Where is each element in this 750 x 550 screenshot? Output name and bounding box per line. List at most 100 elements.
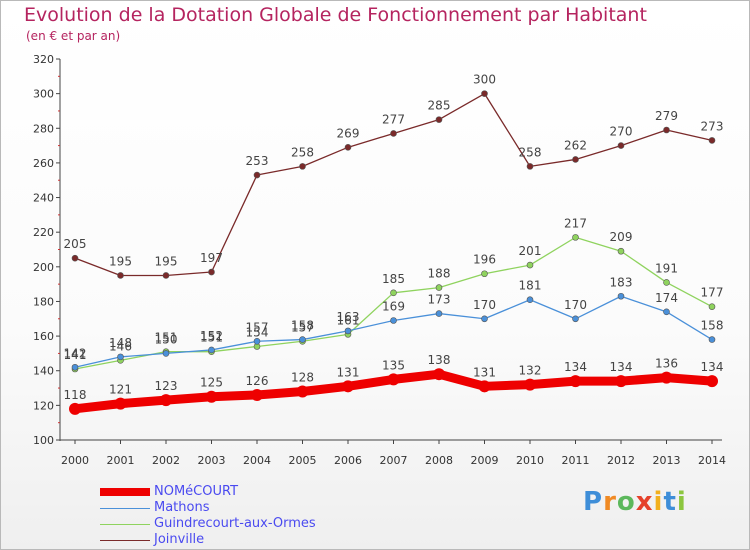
data-label-3: 300: [473, 73, 496, 87]
data-label-1: 150: [155, 332, 178, 346]
data-point-3: [390, 130, 397, 137]
data-point-0: [296, 385, 309, 398]
data-point-0: [251, 388, 263, 401]
data-point-0: [69, 402, 81, 415]
data-point-1: [435, 310, 443, 317]
x-tick-label: 2012: [607, 454, 635, 467]
legend-label-mathons: Mathons: [154, 500, 210, 515]
data-label-1: 169: [382, 300, 405, 314]
y-tick-label: 180: [33, 295, 54, 308]
x-tick-label: 2008: [425, 454, 453, 467]
data-label-2: 191: [655, 261, 678, 275]
data-point-0: [387, 373, 400, 386]
data-label-3: 269: [337, 126, 360, 140]
data-label-0: 118: [64, 388, 87, 402]
x-tick-label: 2011: [562, 454, 590, 467]
data-label-1: 163: [337, 310, 360, 324]
data-point-0: [478, 380, 491, 393]
data-point-1: [71, 363, 79, 371]
data-label-0: 123: [155, 379, 178, 393]
data-label-1: 181: [519, 279, 542, 293]
x-tick-label: 2006: [334, 454, 362, 467]
data-point-0: [433, 368, 445, 381]
data-label-1: 158: [291, 319, 314, 333]
data-label-0: 138: [428, 353, 451, 367]
data-point-2: [663, 279, 670, 286]
data-point-3: [71, 254, 79, 262]
legend-label-joinville: Joinville: [154, 532, 205, 547]
data-label-0: 132: [519, 364, 542, 378]
legend-item-joinville: Joinville: [98, 532, 418, 548]
y-tick-label: 320: [33, 53, 54, 66]
data-label-3: 270: [610, 125, 633, 139]
data-point-0: [660, 371, 673, 384]
data-point-1: [208, 346, 215, 354]
chart-subtitle: (en € et par an): [26, 29, 121, 43]
data-point-1: [299, 336, 306, 343]
data-label-2: 161: [337, 313, 360, 327]
y-tick-label: 300: [33, 88, 54, 101]
data-label-1: 170: [564, 298, 587, 312]
data-label-1: 174: [655, 291, 678, 305]
data-point-3: [117, 272, 124, 279]
data-point-3: [526, 163, 534, 170]
data-label-1: 173: [428, 293, 451, 307]
data-label-2: 188: [428, 267, 451, 281]
data-point-1: [481, 315, 488, 323]
y-tick-label: 160: [33, 330, 54, 343]
data-label-3: 195: [109, 254, 132, 268]
legend-swatch-mathons: [100, 508, 150, 509]
data-label-0: 134: [610, 360, 633, 374]
data-point-3: [162, 272, 170, 279]
data-label-3: 262: [564, 138, 587, 152]
x-tick-label: 2003: [198, 454, 226, 467]
y-tick-label: 260: [33, 157, 54, 170]
data-label-1: 152: [200, 329, 223, 343]
data-point-3: [572, 156, 579, 163]
x-tick-label: 2005: [289, 454, 317, 467]
data-label-0: 125: [200, 376, 223, 390]
x-tick-label: 2001: [107, 454, 135, 467]
data-point-0: [569, 375, 582, 388]
legend-swatch-joinville: [100, 540, 150, 541]
data-label-0: 126: [246, 374, 269, 388]
data-label-2: 177: [701, 286, 724, 300]
chart-title: Evolution de la Dotation Globale de Fonc…: [24, 4, 647, 26]
data-point-1: [526, 296, 534, 304]
y-tick-label: 100: [33, 434, 54, 447]
data-label-2: 151: [155, 331, 178, 345]
y-tick-label: 280: [33, 122, 54, 135]
x-tick-label: 2007: [380, 454, 408, 467]
data-point-3: [208, 268, 215, 276]
proxiti-logo: Proxiti: [583, 487, 687, 517]
data-point-2: [572, 234, 579, 241]
y-tick-label: 200: [33, 261, 54, 274]
y-tick-label: 140: [33, 365, 54, 378]
data-label-1: 183: [610, 275, 633, 289]
data-label-2: 209: [610, 230, 633, 244]
data-point-0: [524, 378, 536, 391]
data-point-0: [615, 375, 627, 388]
data-point-2: [708, 303, 716, 310]
data-point-1: [572, 315, 579, 323]
legend-label-nomecourt: NOMéCOURT: [154, 484, 239, 499]
data-point-3: [253, 171, 261, 179]
data-label-2: 157: [291, 320, 314, 334]
y-tick-label: 240: [33, 192, 54, 205]
data-point-0: [342, 380, 354, 393]
legend-swatch-nomecourt: [100, 488, 150, 496]
data-label-0: 135: [382, 358, 405, 372]
data-label-2: 154: [246, 325, 269, 339]
data-label-3: 285: [428, 99, 451, 113]
data-point-3: [299, 163, 306, 170]
data-point-0: [706, 375, 718, 388]
data-point-0: [205, 390, 218, 403]
data-label-0: 131: [337, 365, 360, 379]
x-tick-label: 2013: [653, 454, 681, 467]
data-label-3: 279: [655, 109, 678, 123]
data-label-3: 253: [246, 154, 269, 168]
data-label-2: 151: [200, 331, 223, 345]
data-point-1: [117, 353, 124, 361]
data-point-1: [162, 350, 170, 357]
data-point-1: [708, 336, 716, 343]
